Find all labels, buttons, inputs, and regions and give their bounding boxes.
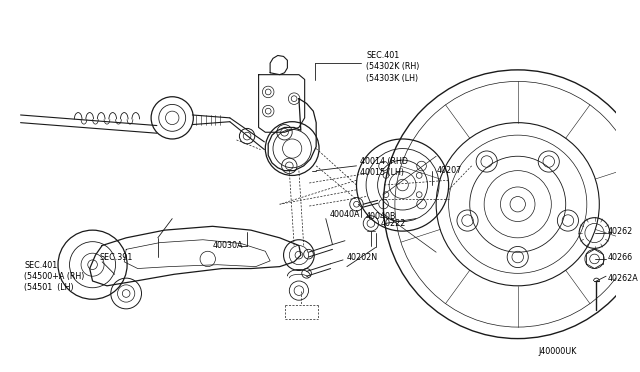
Text: 40222: 40222 xyxy=(381,219,406,228)
Text: SEC.401
(54302K (RH)
(54303K (LH): SEC.401 (54302K (RH) (54303K (LH) xyxy=(366,51,419,83)
Text: 40207: 40207 xyxy=(436,166,461,175)
Text: 40040A: 40040A xyxy=(330,210,360,219)
Text: 40262: 40262 xyxy=(608,227,633,235)
Text: 40014 (RHD
40015 (LH): 40014 (RHD 40015 (LH) xyxy=(360,157,408,177)
Text: 40202N: 40202N xyxy=(347,253,378,262)
Text: 40262A: 40262A xyxy=(608,274,639,283)
Text: 40030A: 40030A xyxy=(212,241,243,250)
Text: 40266: 40266 xyxy=(608,253,633,262)
Text: SEC.401
(54500+A (RH)
(54501  (LH): SEC.401 (54500+A (RH) (54501 (LH) xyxy=(24,261,84,292)
Text: J40000UK: J40000UK xyxy=(539,347,577,356)
Text: 40040B: 40040B xyxy=(366,212,397,221)
Text: SEC.391: SEC.391 xyxy=(99,253,132,262)
